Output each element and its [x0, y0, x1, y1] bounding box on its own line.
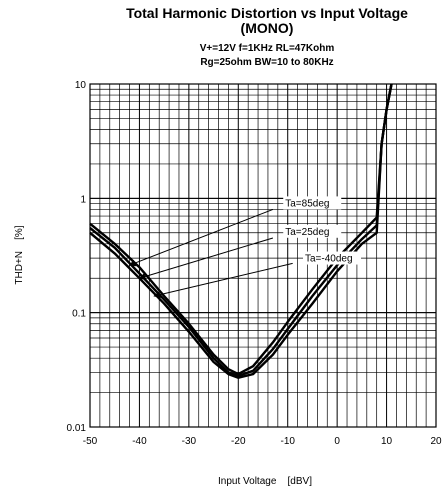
series-line-2: [89, 83, 393, 378]
x-tick-label: -10: [280, 436, 295, 447]
x-axis-label: Input Voltage [dBV]: [218, 476, 312, 487]
y-tick-label: 0.1: [72, 309, 86, 320]
y-tick-label: 1: [80, 194, 86, 205]
annotation-arrow-3: [153, 262, 293, 298]
plot-frame: [89, 83, 437, 428]
plot-border: [89, 83, 437, 428]
chart-title-line1: Total Harmonic Distortion vs Input Volta…: [126, 5, 408, 21]
annotation-arrow-1: [128, 208, 274, 267]
x-tick-label: 0: [334, 436, 340, 447]
annotation-group: Ta=85deg Ta=25deg Ta=-40deg: [128, 196, 362, 298]
x-tick-label: -40: [132, 436, 147, 447]
y-tick-label: 10: [75, 80, 87, 91]
chart-title-line2: (MONO): [240, 20, 294, 36]
chart-subtitle-line2: Rg=25ohm BW=10 to 80KHz: [200, 57, 334, 68]
annotation-label-3: Ta=-40deg: [305, 254, 353, 265]
x-tick-label: -20: [231, 436, 246, 447]
series-line-3: [89, 83, 393, 379]
chart-title: Total Harmonic Distortion vs Input Volta…: [90, 6, 444, 36]
x-tick-label: 20: [430, 436, 442, 447]
annotation-arrow-2: [138, 237, 274, 280]
annotation-label-1: Ta=85deg: [285, 198, 329, 209]
y-tick-label: 0.01: [67, 423, 87, 434]
chart-subtitle-line1: V+=12V f=1KHz RL=47Kohm: [199, 43, 335, 54]
annotation-background-1: [283, 196, 342, 210]
x-tick-label: -50: [83, 436, 98, 447]
x-tick-label: -30: [182, 436, 197, 447]
grid: [89, 83, 437, 428]
annotation-label-2: Ta=25deg: [285, 227, 329, 238]
annotation-background-2: [283, 224, 342, 238]
tick-labels: -50 -40 -30 -20 -10 0 10 20 0.01 0.1 1 10: [67, 80, 442, 447]
series-group: [89, 83, 393, 379]
annotation-background-3: [303, 251, 362, 265]
x-tick-label: 10: [381, 436, 393, 447]
y-axis-label: THD+N [%]: [14, 225, 25, 284]
